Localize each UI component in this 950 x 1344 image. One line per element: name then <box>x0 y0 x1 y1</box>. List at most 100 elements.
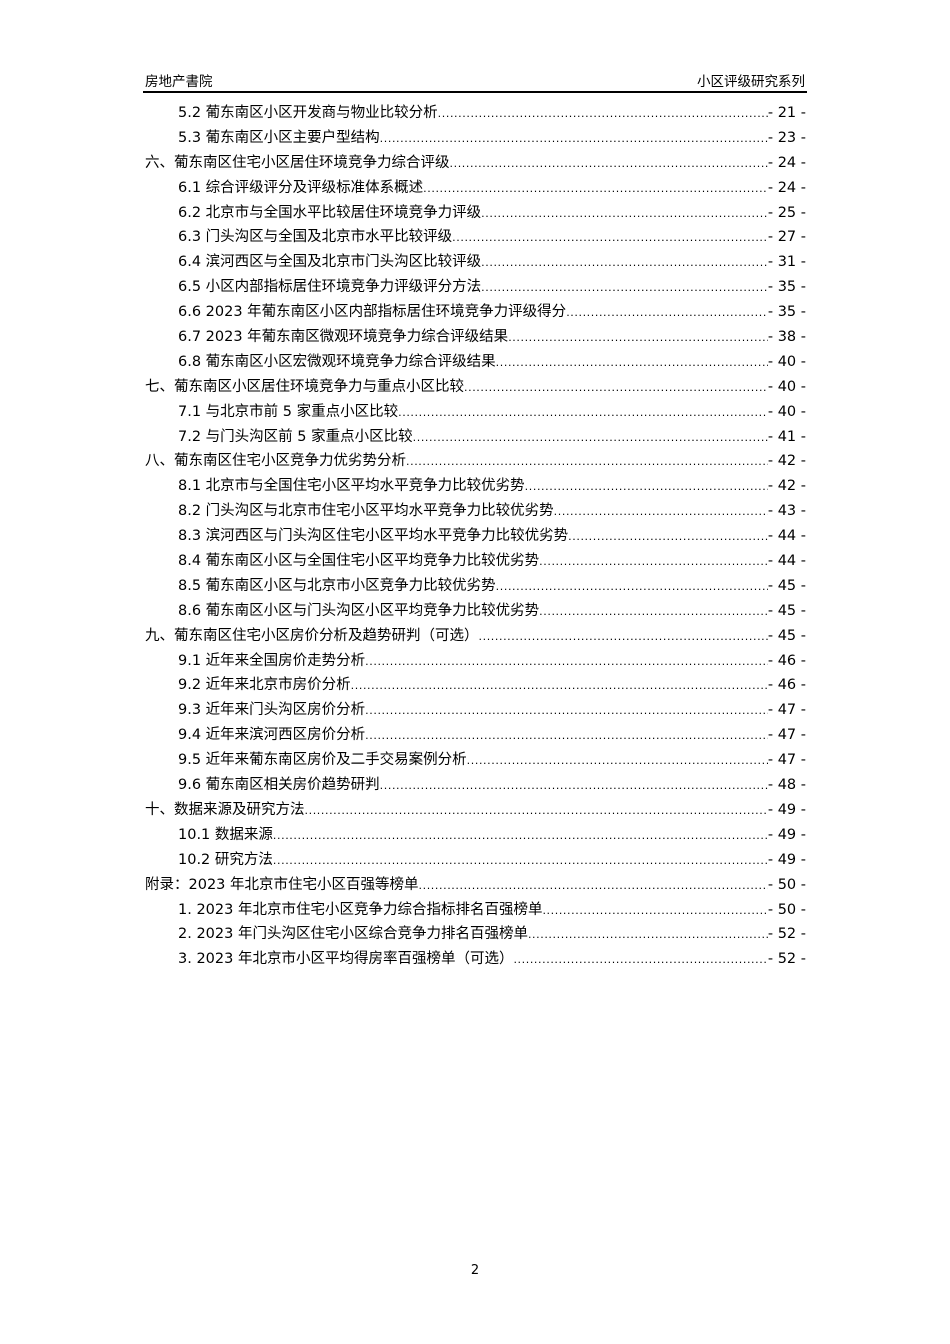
toc-entry[interactable]: 8.6 葡东南区小区与门头沟区小区平均竞争力比较优劣势 - 45 - <box>145 599 806 624</box>
toc-entry-title: 八、葡东南区住宅小区竞争力优劣势分析 <box>145 453 406 470</box>
toc-entry-title: 10.1 数据来源 <box>178 826 273 843</box>
toc-dot-leader <box>305 799 768 824</box>
toc-dot-leader <box>423 177 768 202</box>
toc-entry[interactable]: 8.5 葡东南区小区与北京市小区竞争力比较优劣势 - 45 - <box>145 574 806 599</box>
page-header: 房地产書院 小区评级研究系列 <box>145 68 805 90</box>
toc-entry-page: - 50 - <box>767 901 806 918</box>
toc-entry-title: 5.2 葡东南区小区开发商与物业比较分析 <box>178 105 438 121</box>
toc-entry[interactable]: 9.2 近年来北京市房价分析 - 46 - <box>145 673 806 698</box>
toc-dot-leader <box>273 824 768 849</box>
toc-dot-leader <box>380 127 768 152</box>
toc-entry-title: 6.4 滨河西区与全国及北京市门头沟区比较评级 <box>178 254 482 271</box>
toc-entry[interactable]: 6.1 综合评级评分及评级标准体系概述 - 24 - <box>145 176 806 201</box>
toc-entry-title: 9.2 近年来北京市房价分析 <box>178 677 351 694</box>
toc-entry-title: 3. 2023 年北京市小区平均得房率百强榜单（可选） <box>178 951 514 968</box>
toc-entry-title: 6.8 葡东南区小区宏微观环境竞争力综合评级结果 <box>178 353 496 370</box>
toc-entry-page: - 47 - <box>767 752 806 769</box>
toc-dot-leader <box>438 102 768 127</box>
toc-entry-title: 9.3 近年来门头沟区房价分析 <box>178 702 366 719</box>
header-right: 小区评级研究系列 <box>697 74 805 90</box>
toc-entry-title: 七、葡东南区小区居住环境竞争力与重点小区比较 <box>145 378 464 395</box>
toc-entry[interactable]: 1. 2023 年北京市住宅小区竞争力综合指标排名百强榜单 - 50 - <box>145 898 806 923</box>
toc-entry-page: - 35 - <box>767 279 806 296</box>
toc-dot-leader <box>481 276 768 301</box>
toc-dot-leader <box>508 326 768 351</box>
toc-dot-leader <box>496 575 768 600</box>
toc-entry-page: - 49 - <box>767 826 806 843</box>
toc-dot-leader <box>464 376 768 401</box>
toc-dot-leader <box>467 749 768 774</box>
toc-entry[interactable]: 6.2 北京市与全国水平比较居住环境竞争力评级 - 25 - <box>145 201 806 226</box>
toc-entry[interactable]: 6.8 葡东南区小区宏微观环境竞争力综合评级结果 - 40 - <box>145 350 806 375</box>
toc-entry-title: 8.6 葡东南区小区与门头沟区小区平均竞争力比较优劣势 <box>178 602 540 619</box>
toc-dot-leader <box>513 948 767 973</box>
toc-entry[interactable]: 9.5 近年来葡东南区房价及二手交易案例分析 - 47 - <box>145 748 806 773</box>
toc-dot-leader <box>539 550 768 575</box>
toc-entry-title: 8.5 葡东南区小区与北京市小区竞争力比较优劣势 <box>178 577 496 594</box>
toc-entry[interactable]: 6.4 滨河西区与全国及北京市门头沟区比较评级 - 31 - <box>145 250 806 275</box>
toc-dot-leader <box>481 202 768 227</box>
toc-entry[interactable]: 六、葡东南区住宅小区居住环境竞争力综合评级 - 24 - <box>145 151 806 176</box>
toc-entry-page: - 21 - <box>767 105 806 121</box>
toc-entry-title: 5.3 葡东南区小区主要户型结构 <box>178 129 380 146</box>
toc-entry-page: - 43 - <box>767 503 806 520</box>
toc-entry-page: - 23 - <box>767 129 806 146</box>
toc-entry-title: 9.5 近年来葡东南区房价及二手交易案例分析 <box>178 752 467 769</box>
toc-entry[interactable]: 6.5 小区内部指标居住环境竞争力评级评分方法 - 35 - <box>145 275 806 300</box>
toc-entry-page: - 25 - <box>767 204 806 221</box>
toc-entry-page: - 44 - <box>767 553 806 570</box>
toc-entry-page: - 52 - <box>767 926 806 943</box>
toc-entry[interactable]: 9.4 近年来滨河西区房价分析 - 47 - <box>145 723 806 748</box>
toc-dot-leader <box>566 301 768 326</box>
toc-entry-page: - 46 - <box>767 652 806 669</box>
toc-entry[interactable]: 6.7 2023 年葡东南区微观环境竞争力综合评级结果 - 38 - <box>145 325 806 350</box>
toc-entry[interactable]: 8.1 北京市与全国住宅小区平均水平竞争力比较优劣势 - 42 - <box>145 474 806 499</box>
toc-entry-title: 7.2 与门头沟区前 5 家重点小区比较 <box>178 428 413 445</box>
toc-entry[interactable]: 八、葡东南区住宅小区竞争力优劣势分析 - 42 - <box>145 449 806 474</box>
toc-entry-page: - 24 - <box>767 154 806 171</box>
toc-entry-title: 九、葡东南区住宅小区房价分析及趋势研判（可选） <box>145 627 479 644</box>
toc-entry[interactable]: 九、葡东南区住宅小区房价分析及趋势研判（可选） - 45 - <box>145 624 806 649</box>
toc-entry[interactable]: 9.3 近年来门头沟区房价分析 - 47 - <box>145 698 806 723</box>
toc-dot-leader <box>365 724 768 749</box>
header-rule <box>143 91 807 93</box>
toc-dot-leader <box>398 401 768 426</box>
toc-dot-leader <box>365 699 768 724</box>
toc-entry[interactable]: 6.3 门头沟区与全国及北京市水平比较评级 - 27 - <box>145 225 806 250</box>
toc-dot-leader <box>568 525 768 550</box>
toc-entry-page: - 48 - <box>767 777 806 794</box>
page-number: 2 <box>470 1263 480 1278</box>
toc-entry-title: 六、葡东南区住宅小区居住环境竞争力综合评级 <box>145 154 450 171</box>
toc-entry-page: - 49 - <box>767 801 806 818</box>
toc-entry-title: 8.3 滨河西区与门头沟区住宅小区平均水平竞争力比较优劣势 <box>178 528 569 545</box>
toc-entry[interactable]: 2. 2023 年门头沟区住宅小区综合竞争力排名百强榜单 - 52 - <box>145 922 806 947</box>
toc-entry-page: - 52 - <box>767 951 806 968</box>
toc-entry[interactable]: 10.1 数据来源 - 49 - <box>145 823 806 848</box>
toc-entry[interactable]: 8.4 葡东南区小区与全国住宅小区平均竞争力比较优劣势 - 44 - <box>145 549 806 574</box>
toc-entry[interactable]: 7.2 与门头沟区前 5 家重点小区比较 - 41 - <box>145 425 806 450</box>
toc-entry[interactable]: 10.2 研究方法 - 49 - <box>145 848 806 873</box>
toc-entry-title: 6.3 门头沟区与全国及北京市水平比较评级 <box>178 229 453 246</box>
toc-entry-page: - 44 - <box>767 528 806 545</box>
toc-entry[interactable]: 6.6 2023 年葡东南区小区内部指标居住环境竞争力评级得分 - 35 - <box>145 300 806 325</box>
toc-entry-page: - 31 - <box>767 254 806 271</box>
toc-entry-page: - 40 - <box>767 403 806 420</box>
toc-entry-title: 6.6 2023 年葡东南区小区内部指标居住环境竞争力评级得分 <box>178 304 567 321</box>
toc-entry-page: - 47 - <box>767 702 806 719</box>
toc-entry[interactable]: 十、数据来源及研究方法 - 49 - <box>145 798 806 823</box>
toc-entry[interactable]: 8.2 门头沟区与北京市住宅小区平均水平竞争力比较优劣势 - 43 - <box>145 499 806 524</box>
toc-entry[interactable]: 3. 2023 年北京市小区平均得房率百强榜单（可选） - 52 - <box>145 947 806 972</box>
toc-dot-leader <box>380 774 768 799</box>
toc-entry[interactable]: 9.6 葡东南区相关房价趋势研判 - 48 - <box>145 773 806 798</box>
toc-entry[interactable]: 附录：2023 年北京市住宅小区百强等榜单 - 50 - <box>145 873 806 898</box>
toc-entry[interactable]: 7.1 与北京市前 5 家重点小区比较 - 40 - <box>145 400 806 425</box>
toc-entry-page: - 45 - <box>767 602 806 619</box>
toc-entry[interactable]: 5.2 葡东南区小区开发商与物业比较分析 - 21 - <box>145 101 806 126</box>
toc-entry[interactable]: 七、葡东南区小区居住环境竞争力与重点小区比较 - 40 - <box>145 375 806 400</box>
toc-entry[interactable]: 5.3 葡东南区小区主要户型结构 - 23 - <box>145 126 806 151</box>
toc-entry-page: - 40 - <box>767 378 806 395</box>
toc-entry[interactable]: 9.1 近年来全国房价走势分析 - 46 - <box>145 649 806 674</box>
toc-dot-leader <box>450 152 768 177</box>
toc-dot-leader <box>539 600 768 625</box>
toc-entry[interactable]: 8.3 滨河西区与门头沟区住宅小区平均水平竞争力比较优劣势 - 44 - <box>145 524 806 549</box>
